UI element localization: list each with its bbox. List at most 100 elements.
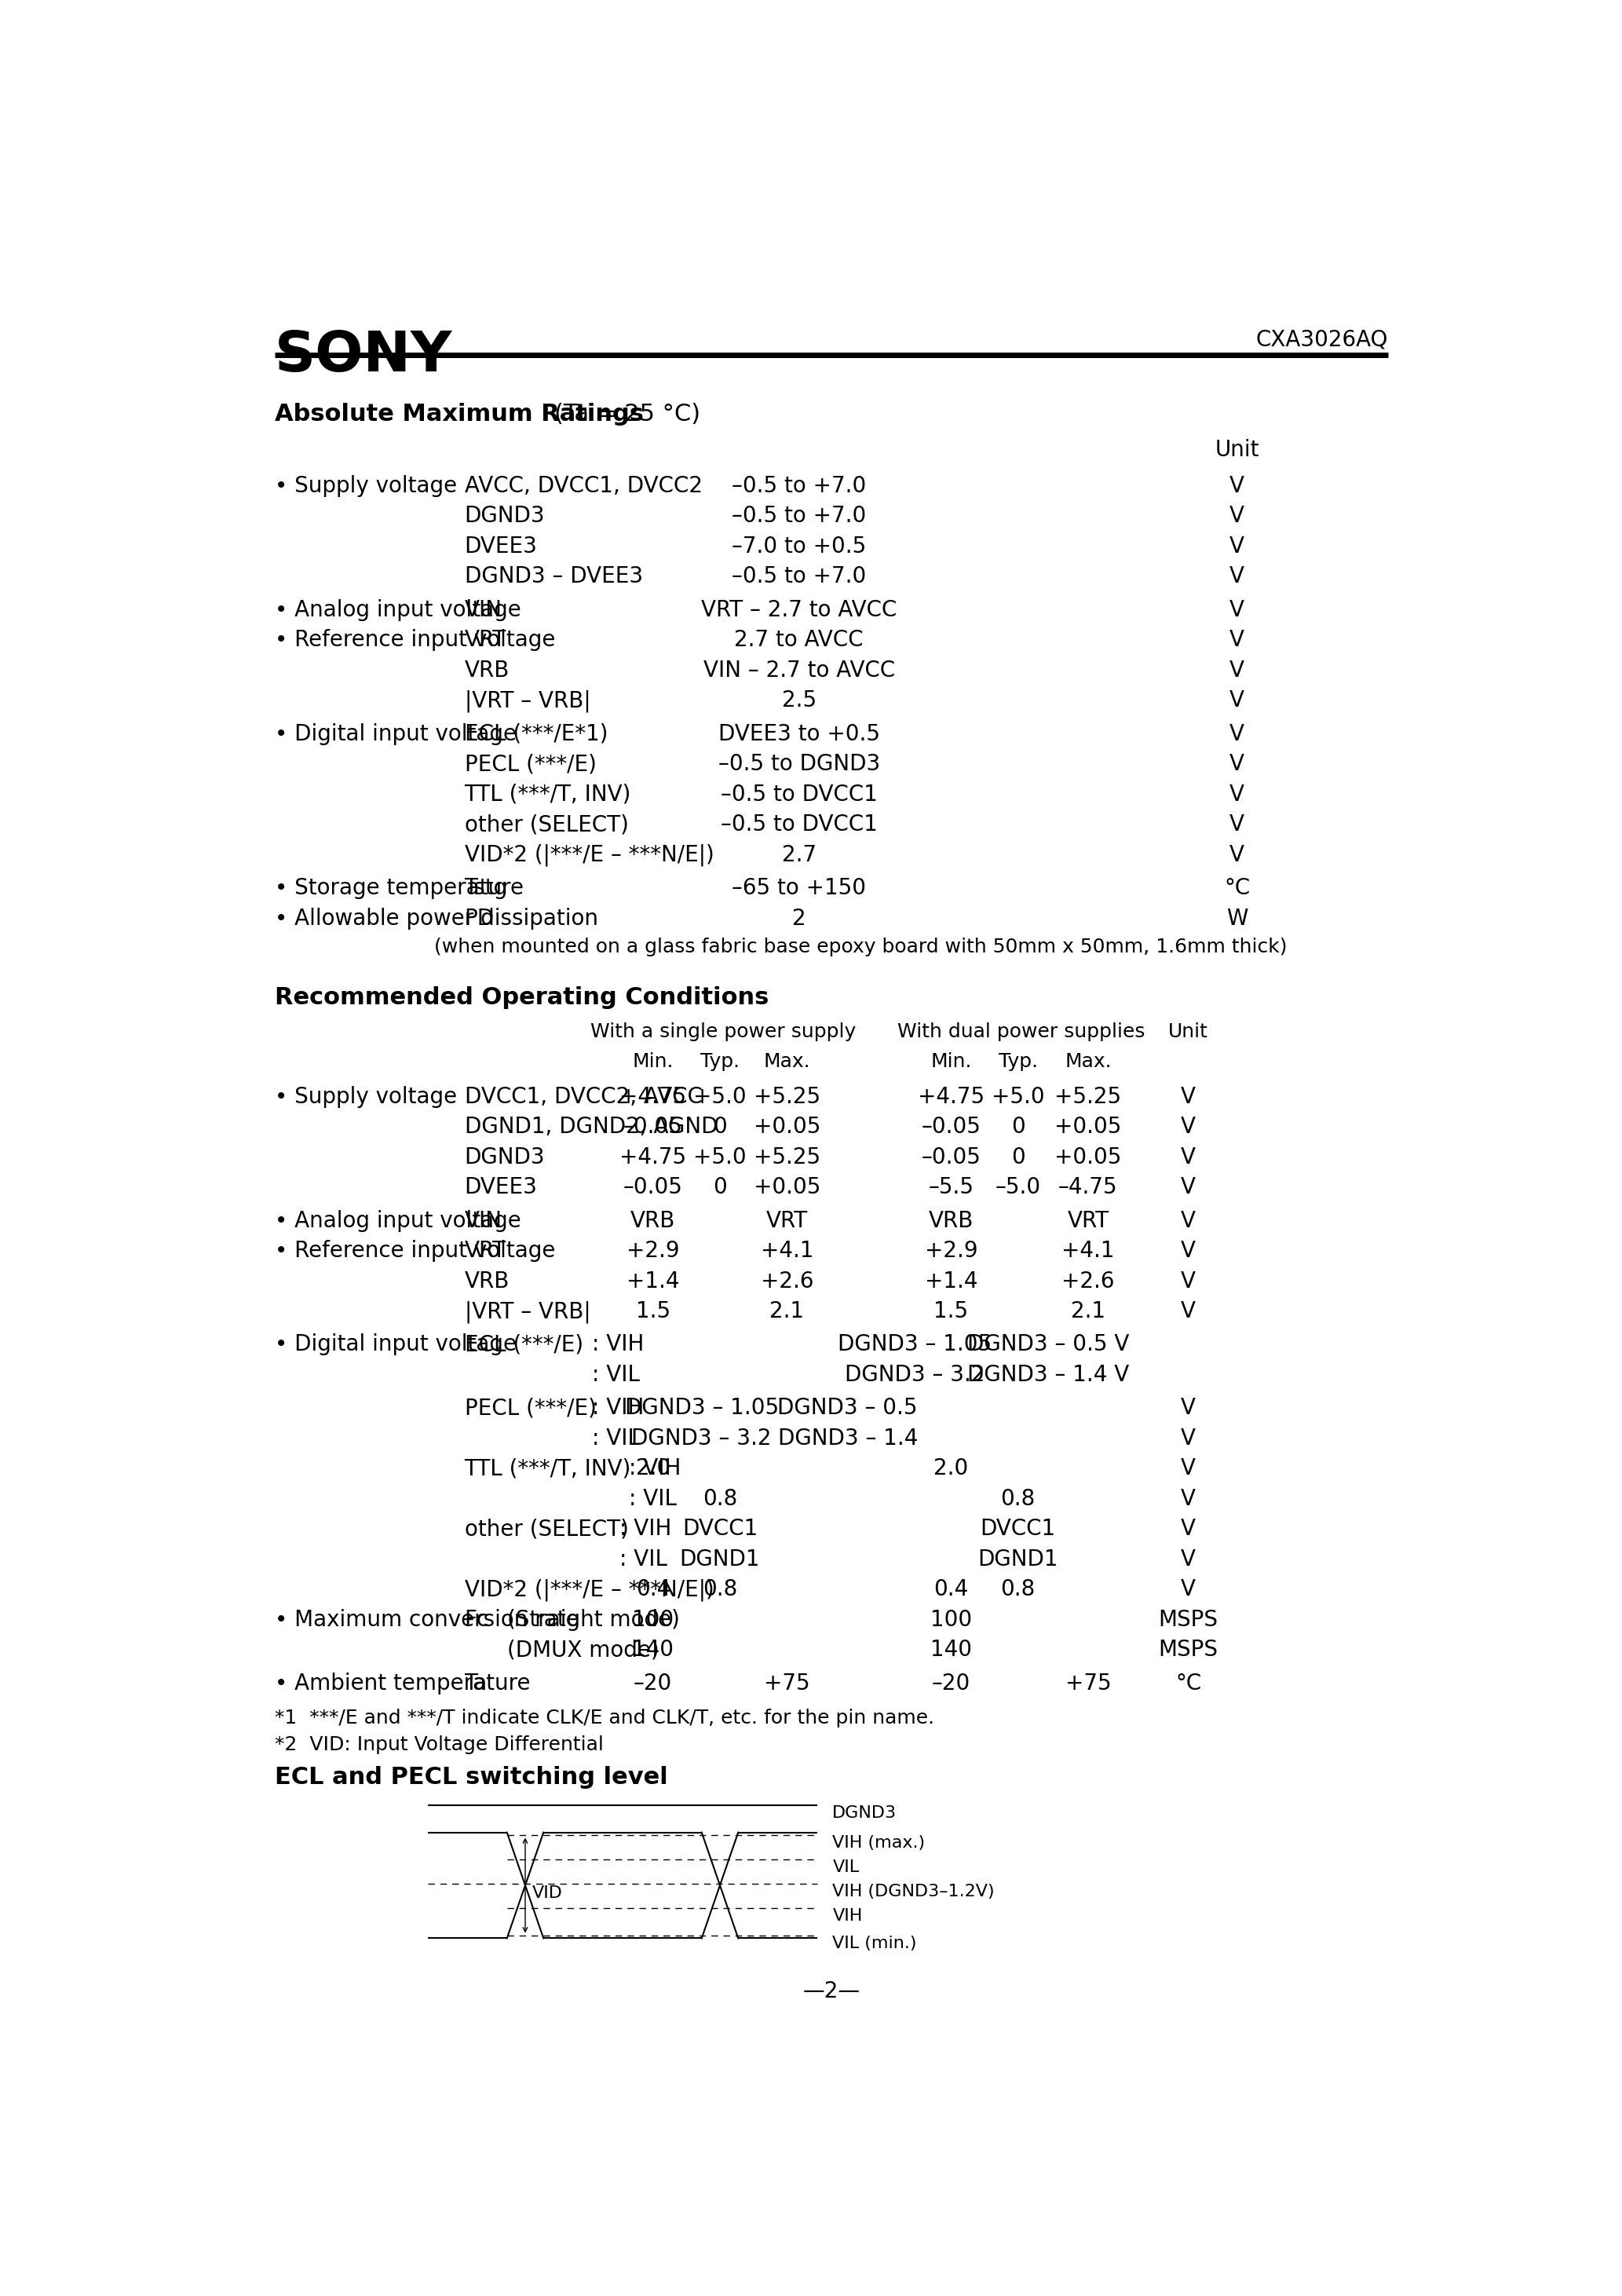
Text: 2.1: 2.1 bbox=[769, 1300, 805, 1322]
Text: +5.25: +5.25 bbox=[754, 1146, 821, 1169]
Text: VRT: VRT bbox=[766, 1210, 808, 1231]
Text: 0.4: 0.4 bbox=[636, 1577, 670, 1600]
Text: VIH: VIH bbox=[832, 1908, 863, 1924]
Text: V: V bbox=[1181, 1518, 1195, 1541]
Text: +2.6: +2.6 bbox=[1061, 1270, 1114, 1293]
Text: DGND3 – 1.05: DGND3 – 1.05 bbox=[837, 1334, 991, 1355]
Text: • Reference input voltage: • Reference input voltage bbox=[274, 1240, 555, 1263]
Text: MSPS: MSPS bbox=[1158, 1609, 1218, 1630]
Text: 0.4: 0.4 bbox=[934, 1577, 968, 1600]
Text: °C: °C bbox=[1176, 1671, 1202, 1694]
Text: +0.05: +0.05 bbox=[753, 1176, 821, 1199]
Text: +2.9: +2.9 bbox=[925, 1240, 978, 1263]
Text: –20: –20 bbox=[634, 1671, 673, 1694]
Text: Min.: Min. bbox=[931, 1052, 972, 1072]
Text: • Digital input voltage: • Digital input voltage bbox=[274, 723, 516, 744]
Text: –0.05: –0.05 bbox=[623, 1176, 683, 1199]
Text: 1.5: 1.5 bbox=[636, 1300, 670, 1322]
Text: 0: 0 bbox=[1011, 1146, 1025, 1169]
Text: –0.5 to DGND3: –0.5 to DGND3 bbox=[719, 753, 881, 776]
Text: Ta: Ta bbox=[464, 1671, 487, 1694]
Text: ECL (***/E*1): ECL (***/E*1) bbox=[464, 723, 608, 744]
Text: • Supply voltage: • Supply voltage bbox=[274, 475, 457, 496]
Text: V: V bbox=[1181, 1577, 1195, 1600]
Text: VIL: VIL bbox=[832, 1860, 860, 1876]
Text: +2.6: +2.6 bbox=[761, 1270, 813, 1293]
Text: DGND1: DGND1 bbox=[978, 1548, 1058, 1570]
Text: 0.8: 0.8 bbox=[1001, 1488, 1035, 1511]
Text: DGND3 – 1.05: DGND3 – 1.05 bbox=[624, 1396, 779, 1419]
Text: VRT: VRT bbox=[464, 1240, 506, 1263]
Text: –0.5 to +7.0: –0.5 to +7.0 bbox=[732, 475, 866, 496]
Text: DGND3: DGND3 bbox=[832, 1805, 897, 1821]
Text: +4.1: +4.1 bbox=[1061, 1240, 1114, 1263]
Text: DGND3 – 3.2: DGND3 – 3.2 bbox=[845, 1364, 985, 1387]
Text: V: V bbox=[1229, 629, 1244, 652]
Text: +75: +75 bbox=[764, 1671, 809, 1694]
Text: SONY: SONY bbox=[274, 328, 453, 383]
Text: –0.5 to +7.0: –0.5 to +7.0 bbox=[732, 565, 866, 588]
Text: V: V bbox=[1181, 1116, 1195, 1139]
Text: –5.0: –5.0 bbox=[996, 1176, 1041, 1199]
Text: V: V bbox=[1181, 1240, 1195, 1263]
Text: DGND3 – 1.4 V: DGND3 – 1.4 V bbox=[968, 1364, 1129, 1387]
Text: DGND1, DGND2, AGND: DGND1, DGND2, AGND bbox=[464, 1116, 717, 1139]
Text: CXA3026AQ: CXA3026AQ bbox=[1255, 328, 1388, 351]
Text: V: V bbox=[1181, 1176, 1195, 1199]
Text: With a single power supply: With a single power supply bbox=[590, 1022, 856, 1040]
Text: V: V bbox=[1181, 1086, 1195, 1107]
Text: |VRT – VRB|: |VRT – VRB| bbox=[464, 1300, 590, 1322]
Text: V: V bbox=[1229, 689, 1244, 712]
Text: *2  VID: Input Voltage Differential: *2 VID: Input Voltage Differential bbox=[274, 1736, 603, 1754]
Text: 2.0: 2.0 bbox=[934, 1458, 968, 1479]
Text: +1.4: +1.4 bbox=[626, 1270, 680, 1293]
Text: Typ.: Typ. bbox=[701, 1052, 740, 1072]
Text: : VIH: : VIH bbox=[629, 1458, 681, 1479]
Text: Unit: Unit bbox=[1215, 439, 1259, 461]
Text: : VIL: : VIL bbox=[592, 1364, 641, 1387]
Text: V: V bbox=[1229, 813, 1244, 836]
Text: Unit: Unit bbox=[1168, 1022, 1208, 1040]
Text: +75: +75 bbox=[1066, 1671, 1111, 1694]
Text: 0.8: 0.8 bbox=[702, 1488, 738, 1511]
Text: : VIL: : VIL bbox=[592, 1428, 641, 1449]
Text: VRB: VRB bbox=[464, 1270, 509, 1293]
Text: V: V bbox=[1181, 1146, 1195, 1169]
Text: • Allowable power dissipation: • Allowable power dissipation bbox=[274, 907, 599, 930]
Text: V: V bbox=[1229, 753, 1244, 776]
Text: 2.0: 2.0 bbox=[636, 1458, 670, 1479]
Text: V: V bbox=[1229, 659, 1244, 682]
Text: W: W bbox=[1226, 907, 1247, 930]
Text: DVEE3: DVEE3 bbox=[464, 535, 537, 558]
Text: *1  ***/E and ***/T indicate CLK/E and CLK/T, etc. for the pin name.: *1 ***/E and ***/T indicate CLK/E and CL… bbox=[274, 1708, 934, 1727]
Text: +0.05: +0.05 bbox=[1054, 1116, 1121, 1139]
Text: –0.5 to DVCC1: –0.5 to DVCC1 bbox=[720, 783, 878, 806]
Text: +5.25: +5.25 bbox=[754, 1086, 821, 1107]
Text: Tstg: Tstg bbox=[464, 877, 508, 900]
Text: +1.4: +1.4 bbox=[925, 1270, 978, 1293]
Text: VIN: VIN bbox=[464, 599, 503, 620]
Text: VRB: VRB bbox=[631, 1210, 675, 1231]
Text: VRT: VRT bbox=[464, 629, 506, 652]
Text: 2.7: 2.7 bbox=[782, 845, 816, 866]
Text: : VIH: : VIH bbox=[620, 1518, 672, 1541]
Text: –7.0 to +0.5: –7.0 to +0.5 bbox=[732, 535, 866, 558]
Text: –20: –20 bbox=[931, 1671, 970, 1694]
Text: +2.9: +2.9 bbox=[626, 1240, 680, 1263]
Text: V: V bbox=[1229, 565, 1244, 588]
Text: DGND3 – 0.5 V: DGND3 – 0.5 V bbox=[967, 1334, 1129, 1355]
Text: –65 to +150: –65 to +150 bbox=[732, 877, 866, 900]
Text: 140: 140 bbox=[633, 1639, 673, 1660]
Text: • Ambient temperature: • Ambient temperature bbox=[274, 1671, 530, 1694]
Text: DGND3 – DVEE3: DGND3 – DVEE3 bbox=[464, 565, 642, 588]
Text: V: V bbox=[1181, 1270, 1195, 1293]
Text: TTL (***/T, INV): TTL (***/T, INV) bbox=[464, 1458, 631, 1479]
Text: : VIH: : VIH bbox=[592, 1334, 644, 1355]
Text: (when mounted on a glass fabric base epoxy board with 50mm x 50mm, 1.6mm thick): (when mounted on a glass fabric base epo… bbox=[435, 937, 1286, 957]
Text: –0.5 to +7.0: –0.5 to +7.0 bbox=[732, 505, 866, 528]
Text: V: V bbox=[1181, 1300, 1195, 1322]
Text: –5.5: –5.5 bbox=[928, 1176, 973, 1199]
Text: V: V bbox=[1229, 723, 1244, 744]
Text: +4.1: +4.1 bbox=[761, 1240, 813, 1263]
Text: V: V bbox=[1181, 1396, 1195, 1419]
